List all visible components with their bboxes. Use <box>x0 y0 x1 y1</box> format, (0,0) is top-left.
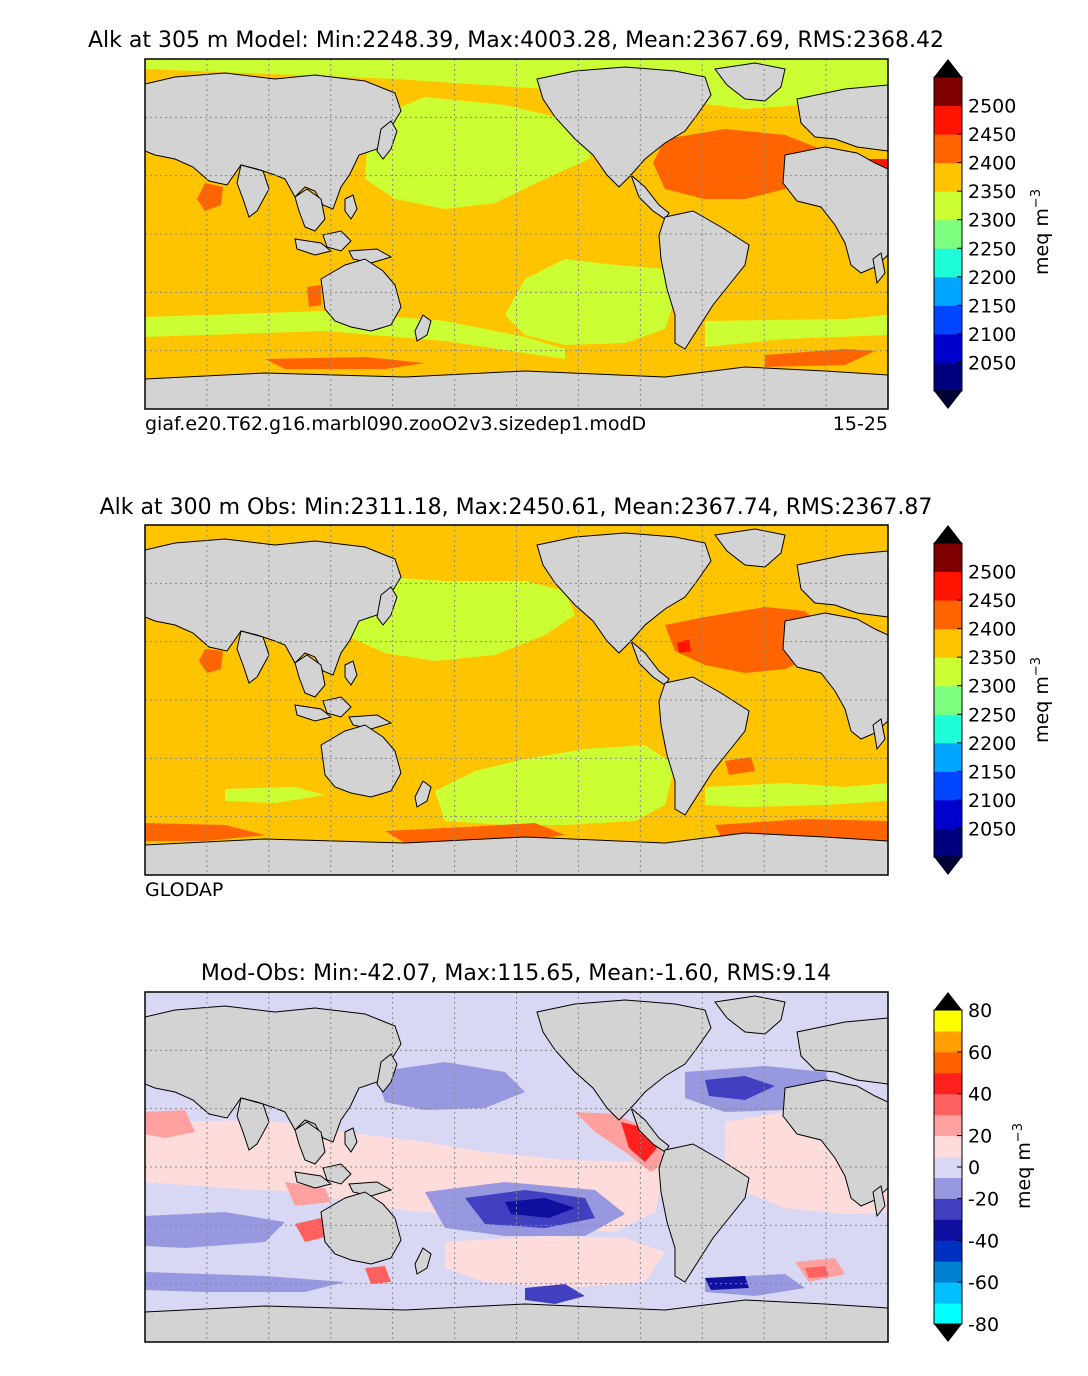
colorbar-segment <box>934 1093 962 1116</box>
colorbar-under-arrow <box>934 857 962 875</box>
colorbar-tick-label: 2050 <box>968 352 1016 374</box>
colorbar-segment <box>934 1219 962 1241</box>
colorbar-tick-label: 2500 <box>968 562 1016 584</box>
colorbar-tick-label: 0 <box>968 1157 980 1179</box>
colorbar-segment <box>934 248 962 278</box>
colorbar-segment <box>934 134 962 164</box>
colorbar-tick-label: 2200 <box>968 267 1016 289</box>
colorbar-segment <box>934 828 962 858</box>
colorbar-tick-label: 2350 <box>968 647 1016 669</box>
colorbar-segment <box>934 1135 962 1158</box>
colorbar-tick-label: 80 <box>968 1000 992 1022</box>
colorbar-segment <box>934 1156 962 1178</box>
colorbar-tick-label: 2400 <box>968 619 1016 641</box>
colorbar-segment <box>934 571 962 601</box>
colorbar-tick-label: 20 <box>968 1126 992 1148</box>
colorbar-segment <box>934 714 962 744</box>
colorbar-segment <box>934 162 962 192</box>
panel-1-map <box>144 58 889 410</box>
colorbar-segment <box>934 628 962 658</box>
colorbar-segment <box>934 1198 962 1220</box>
colorbar-over-arrow <box>934 992 962 1010</box>
panel-2-title: Alk at 300 m Obs: Min:2311.18, Max:2450.… <box>100 495 933 520</box>
colorbar-tick-label: 2400 <box>968 153 1016 175</box>
colorbar-2: 2050 2100 2150 2200 2250 2300 2350 2400 2450 2500 <box>933 525 1016 875</box>
panel-1-caption-right: 15-25 <box>833 413 888 435</box>
svg-text:meq m−3: meq m−3 <box>1029 189 1053 275</box>
colorbar-segment <box>934 1114 962 1137</box>
svg-text:meq m−3: meq m−3 <box>1011 1123 1035 1209</box>
colorbar-segment <box>934 543 962 573</box>
colorbar-1: 2050 2100 2150 2200 2250 2300 2350 2400 2450 2500 <box>933 59 1016 409</box>
colorbar-segment <box>934 105 962 135</box>
panel-2-gridlines <box>145 525 888 875</box>
colorbar-segment <box>934 685 962 715</box>
colorbar-tick-label: 2350 <box>968 181 1016 203</box>
colorbar-segment <box>934 1177 962 1199</box>
colorbar-tick-label: 2250 <box>968 238 1016 260</box>
svg-text:meq m−3: meq m−3 <box>1029 657 1053 743</box>
colorbar-segment <box>934 219 962 249</box>
colorbar-tick-label: 2150 <box>968 295 1016 317</box>
colorbar-frame <box>933 542 963 858</box>
panel-1-title: Alk at 305 m Model: Min:2248.39, Max:400… <box>88 28 944 53</box>
panel-3-title: Mod-Obs: Min:-42.07, Max:115.65, Mean:-1… <box>201 961 831 986</box>
colorbar-segment <box>934 1240 962 1262</box>
colorbar-segment <box>934 1282 962 1304</box>
colorbar-tick-label: 2150 <box>968 761 1016 783</box>
colorbar-segment <box>934 799 962 829</box>
colorbar-tick-label: 2100 <box>968 324 1016 346</box>
colorbar-segment <box>934 1261 962 1283</box>
colorbar-over-arrow <box>934 59 962 77</box>
colorbar-tick-label: -40 <box>968 1230 999 1252</box>
colorbar-tick-label: 60 <box>968 1042 992 1064</box>
colorbar-over-arrow <box>934 525 962 543</box>
colorbar-tick-label: 2250 <box>968 704 1016 726</box>
panel-1-gridlines <box>145 59 888 409</box>
colorbar-3: -80 -60 -40 -20 0 20 40 60 80 <box>933 992 999 1342</box>
colorbar-tick-label: 40 <box>968 1084 992 1106</box>
panel-3-gridlines <box>145 992 888 1342</box>
colorbar-tick-label: -80 <box>968 1314 999 1336</box>
colorbar-tick-label: -60 <box>968 1272 999 1294</box>
colorbar-segment <box>934 600 962 630</box>
colorbar-segment <box>934 191 962 221</box>
colorbar-segment <box>934 1303 962 1325</box>
colorbar-2-label: meq m−3 <box>1029 657 1053 743</box>
colorbar-segment <box>934 657 962 687</box>
colorbar-tick-label: 2050 <box>968 818 1016 840</box>
colorbar-tick-label: 2100 <box>968 790 1016 812</box>
colorbar-tick-label: 2200 <box>968 733 1016 755</box>
colorbar-segment <box>934 362 962 392</box>
colorbar-segment <box>934 305 962 335</box>
colorbar-segment <box>934 1051 962 1074</box>
panel-1-caption-left: giaf.e20.T62.g16.marbl090.zooO2v3.sizede… <box>145 413 646 435</box>
colorbar-segment <box>934 77 962 107</box>
colorbar-tick-label: 2450 <box>968 124 1016 146</box>
colorbar-tick-label: 2500 <box>968 96 1016 118</box>
colorbar-segment <box>934 742 962 772</box>
colorbar-under-arrow <box>934 1324 962 1342</box>
colorbar-segment <box>934 1030 962 1053</box>
colorbar-segment <box>934 333 962 363</box>
colorbar-tick-label: 2300 <box>968 676 1016 698</box>
panel-3-map <box>144 991 889 1343</box>
colorbar-under-arrow <box>934 391 962 409</box>
colorbar-tick-label: -20 <box>968 1188 999 1210</box>
colorbar-3-label: meq m−3 <box>1011 1123 1035 1209</box>
colorbar-1-label: meq m−3 <box>1029 189 1053 275</box>
colorbar-segment <box>934 1010 962 1032</box>
colorbar-segment <box>934 1072 962 1095</box>
colorbar-frame <box>933 76 963 392</box>
colorbar-tick-label: 2300 <box>968 210 1016 232</box>
colorbar-tick-label: 2450 <box>968 590 1016 612</box>
panel-2-map <box>144 524 889 876</box>
panel-2-caption-left: GLODAP <box>145 879 223 901</box>
colorbar-segment <box>934 771 962 801</box>
colorbar-segment <box>934 276 962 306</box>
